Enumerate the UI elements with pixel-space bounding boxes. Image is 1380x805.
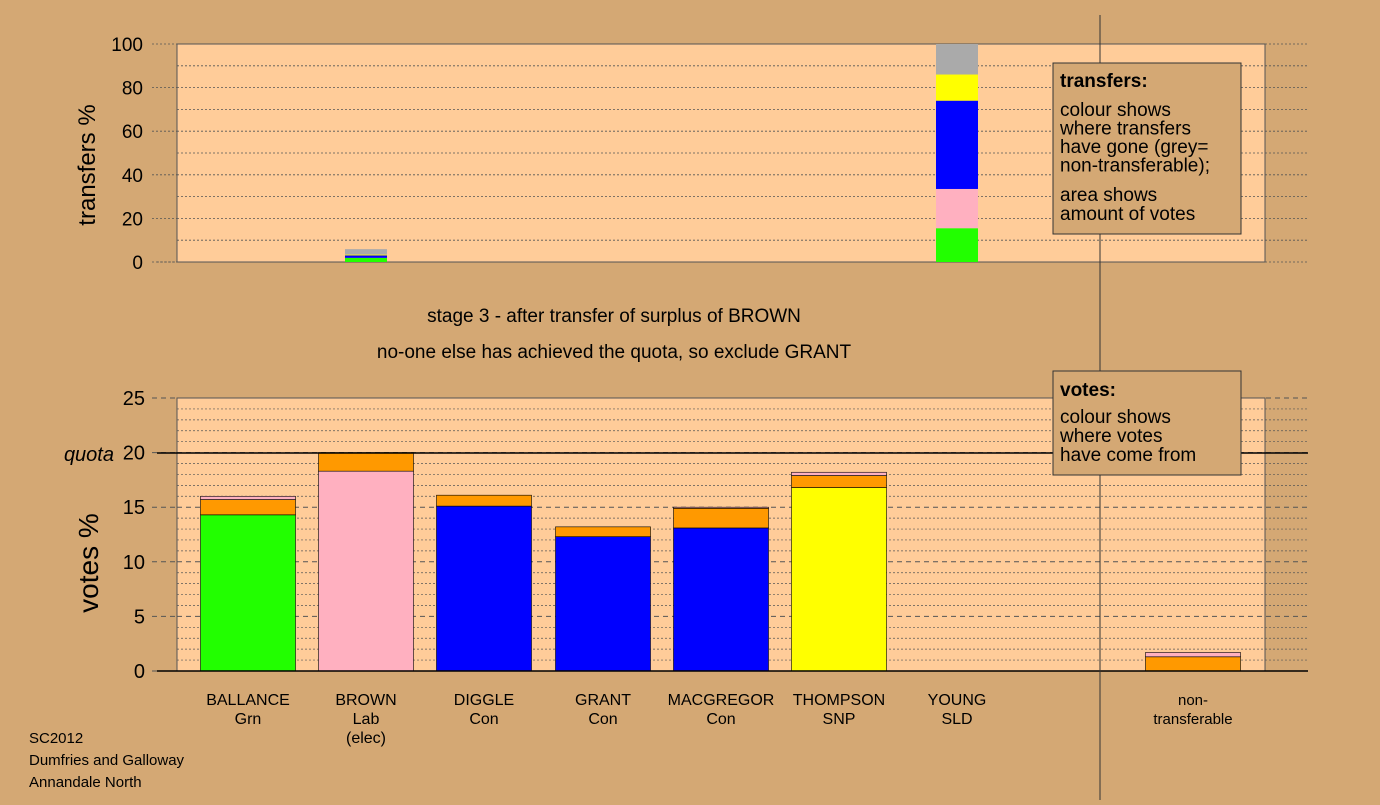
category-label: Lab xyxy=(353,711,380,728)
votes-y-tick-label: 5 xyxy=(134,606,145,628)
transfers-legend-line: amount of votes xyxy=(1060,204,1195,225)
votes-legend-line: have come from xyxy=(1060,445,1196,466)
transfers-y-tick-label: 20 xyxy=(122,209,143,230)
votes-y-ticks: 0 5 10 15 20 25 xyxy=(123,388,177,683)
votes-y-tick-label: 10 xyxy=(123,552,145,574)
transfers-gridlines xyxy=(157,43,1308,263)
nontransferable-label: transferable xyxy=(1153,711,1232,728)
vote-segment xyxy=(791,471,887,476)
category-label: DIGGLE xyxy=(454,692,514,709)
transfer-segment xyxy=(345,254,387,256)
category-label: (elec) xyxy=(346,730,386,747)
vote-segment xyxy=(555,526,651,537)
transfers-legend-line: where transfers xyxy=(1059,119,1191,140)
vote-segment xyxy=(673,507,769,529)
vote-segment xyxy=(200,514,296,672)
vote-segment xyxy=(318,470,414,672)
transfer-segment xyxy=(936,188,978,229)
quota-label: quota xyxy=(64,444,114,466)
footer-line: Dumfries and Galloway xyxy=(29,752,185,769)
category-label: YOUNG xyxy=(928,692,987,709)
vote-segment xyxy=(673,506,769,509)
category-label: SNP xyxy=(823,711,856,728)
category-label: BALLANCE xyxy=(206,692,290,709)
category-label: Con xyxy=(469,711,498,728)
category-label: Grn xyxy=(235,711,262,728)
transfers-legend-line: have gone (grey= xyxy=(1060,137,1208,158)
transfer-segment xyxy=(345,249,387,255)
votes-y-tick-label: 15 xyxy=(123,497,145,519)
category-label: SLD xyxy=(941,711,972,728)
transfers-y-ticks: 0 20 40 60 80 100 xyxy=(111,35,177,274)
transfers-y-tick-label: 60 xyxy=(122,122,143,143)
votes-y-tick-label: 25 xyxy=(123,388,145,410)
transfers-y-axis-label: transfers % xyxy=(74,104,101,225)
votes-y-tick-label: 0 xyxy=(134,661,145,683)
stage-action: no-one else has achieved the quota, so e… xyxy=(377,342,852,363)
footer-line: SC2012 xyxy=(29,730,83,747)
category-label: Con xyxy=(706,711,735,728)
vote-segment xyxy=(200,495,296,500)
transfers-y-tick-label: 80 xyxy=(122,79,143,100)
category-labels: BALLANCE Grn BROWN Lab (elec) DIGGLE Con GRANT C… xyxy=(206,692,1232,747)
transfers-y-tick-label: 0 xyxy=(132,253,143,274)
transfer-segment xyxy=(936,44,978,75)
category-label: MACGREGOR xyxy=(668,692,775,709)
transfers-y-tick-label: 100 xyxy=(111,35,143,56)
votes-legend-line: colour shows xyxy=(1060,407,1171,428)
footer: SC2012 Dumfries and Galloway Annandale Nor… xyxy=(29,730,185,791)
transfers-legend-line: non-transferable); xyxy=(1060,156,1210,177)
transfers-legend-line: colour shows xyxy=(1060,100,1171,121)
vote-segment xyxy=(436,505,532,672)
transfer-segment xyxy=(936,100,978,189)
footer-line: Annandale North xyxy=(29,774,142,791)
stage-description: stage 3 - after transfer of surplus of B… xyxy=(427,306,801,327)
vote-segment xyxy=(1145,652,1241,658)
vote-segment xyxy=(555,536,651,672)
category-label: THOMPSON xyxy=(793,692,885,709)
transfers-legend-title: transfers: xyxy=(1060,71,1148,92)
transfers-y-tick-label: 40 xyxy=(122,166,143,187)
vote-segment xyxy=(318,452,414,472)
transfers-legend-line: area shows xyxy=(1060,185,1157,206)
transfer-segment xyxy=(936,228,978,262)
category-label: BROWN xyxy=(335,692,396,709)
category-label: Con xyxy=(588,711,617,728)
transfer-segment xyxy=(345,257,387,262)
nontransferable-label: non- xyxy=(1178,692,1208,709)
votes-y-tick-label: 20 xyxy=(123,443,145,465)
vote-segment xyxy=(200,499,296,516)
transfer-segment xyxy=(936,74,978,101)
votes-legend-title: votes: xyxy=(1060,380,1116,401)
category-label: GRANT xyxy=(575,692,631,709)
vote-segment xyxy=(673,527,769,672)
vote-segment xyxy=(791,475,887,488)
votes-bars xyxy=(200,452,1241,672)
vote-segment xyxy=(791,487,887,672)
votes-y-axis-label: votes % xyxy=(73,513,104,613)
votes-legend-line: where votes xyxy=(1059,426,1162,447)
vote-segment xyxy=(436,494,532,507)
transfer-segment xyxy=(345,255,387,258)
transfers-bars xyxy=(345,44,978,262)
vote-segment xyxy=(1145,656,1241,672)
